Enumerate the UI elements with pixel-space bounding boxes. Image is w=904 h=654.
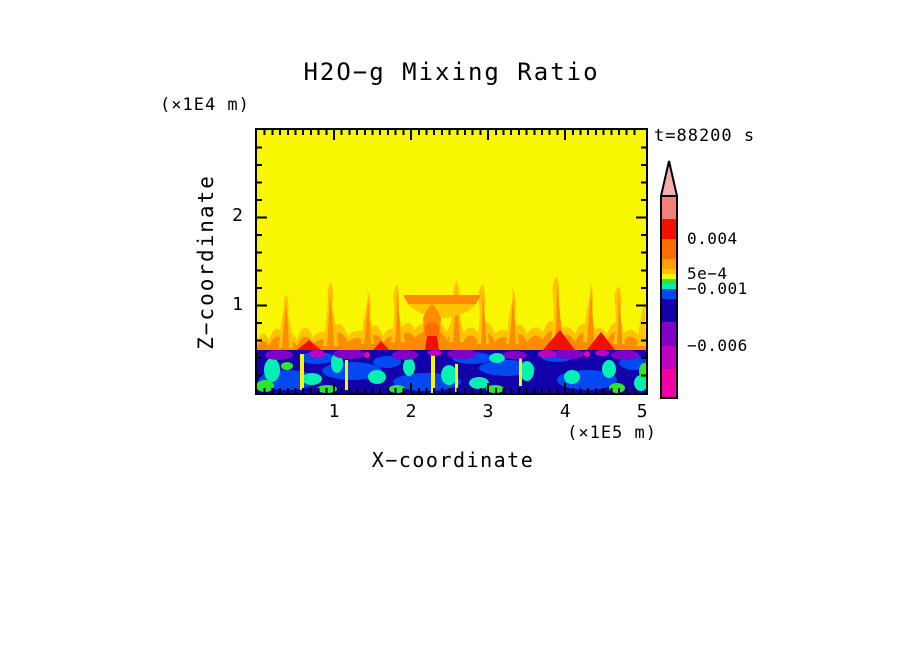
x-axis-unit-label: (×1E5 m)	[567, 423, 657, 443]
colorbar-segment-pink	[662, 369, 676, 397]
colorbar	[660, 195, 678, 399]
colorbar-label: 5e−4	[687, 264, 728, 283]
y-axis-unit-label: (×1E4 m)	[160, 95, 250, 115]
colorbar-label: 0.004	[687, 229, 738, 248]
mixed-layer	[257, 350, 646, 393]
colorbar-segment-green	[662, 279, 676, 284]
colorbar-segment-red	[662, 219, 676, 239]
x-axis-title: X−coordinate	[371, 448, 535, 472]
x-tick-label-1: 1	[328, 401, 340, 422]
x-tick-label-2: 2	[405, 401, 417, 422]
y-axis-title: Z−coordinate	[194, 174, 218, 350]
colorbar-segment-blue	[662, 289, 676, 299]
axis-ticks	[257, 130, 646, 393]
y-tick-label-1: 1	[232, 294, 243, 315]
colorbar-arrow-path	[659, 160, 679, 197]
colorbar-segment-light-orange	[662, 259, 676, 269]
colorbar-segment-yellow	[662, 274, 676, 279]
colorbar-segment-purple	[662, 322, 676, 346]
colorbar-segment-spring-green	[662, 284, 676, 289]
colorbar-arrow-icon	[659, 160, 679, 197]
x-tick-label-3: 3	[482, 401, 494, 422]
y-tick-label-2: 2	[232, 205, 243, 226]
colorbar-segment-magenta	[662, 346, 676, 369]
colorbar-segment-navy	[662, 299, 676, 322]
colorbar-label: −0.001	[687, 279, 748, 298]
colorbar-segment-gold	[662, 269, 676, 274]
chart-title: H2O−g Mixing Ratio	[303, 58, 600, 86]
anvil-plume	[403, 295, 481, 350]
colorbar-label: −0.006	[687, 336, 748, 355]
colorbar-segment-orange	[662, 239, 676, 259]
red-boundary-patches	[297, 330, 615, 350]
x-tick-label-5: 5	[636, 401, 648, 422]
x-tick-label-4: 4	[559, 401, 571, 422]
plot-area	[255, 128, 648, 395]
colorbar-segment-salmon	[662, 197, 676, 219]
timestamp-label: t=88200 s	[654, 126, 756, 146]
heatmap-field	[257, 130, 646, 393]
